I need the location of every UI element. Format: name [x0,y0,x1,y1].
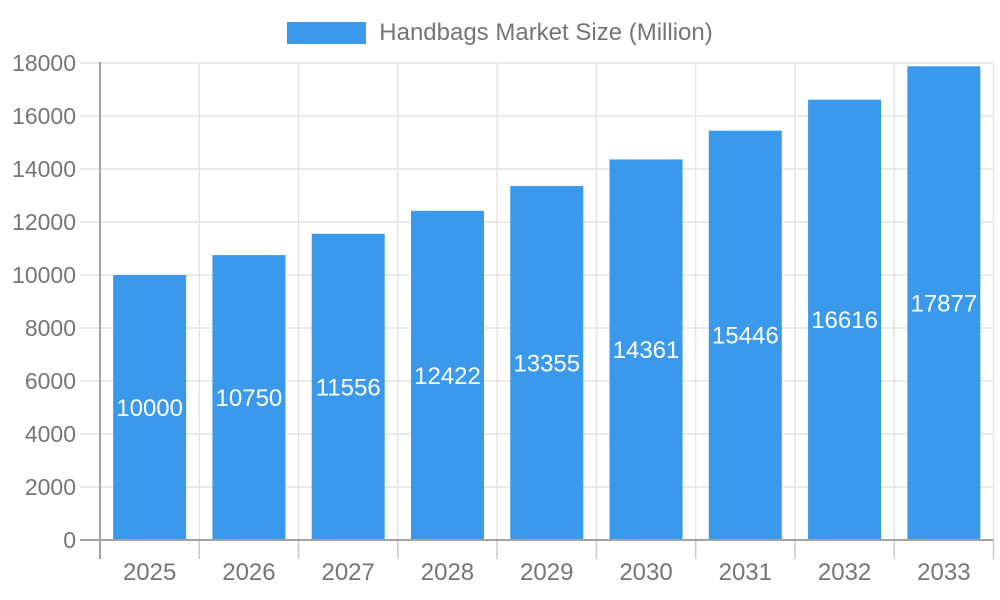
y-tick-label: 12000 [12,209,76,235]
bar[interactable] [808,99,882,541]
bar-value-label: 10000 [116,395,183,422]
bar-value-label: 10750 [216,385,283,412]
y-tick-label: 8000 [25,315,76,341]
bar-value-label: 16616 [811,307,878,334]
bar[interactable] [212,255,286,540]
bar[interactable] [609,159,683,540]
y-tick-label: 4000 [25,421,76,447]
bar[interactable] [708,130,782,540]
bar-value-label: 12422 [414,363,481,390]
bar[interactable] [410,210,484,540]
bar-value-label: 14361 [613,337,680,364]
bar-value-label: 17877 [910,291,977,318]
y-tick-label: 18000 [12,50,76,76]
x-tick-label: 2027 [321,559,374,586]
bar[interactable] [311,233,385,541]
y-tick-label: 6000 [25,368,76,394]
y-tick-label: 16000 [12,103,76,129]
x-tick-label: 2030 [619,559,672,586]
bar-value-label: 15446 [712,323,779,350]
y-tick-label: 2000 [25,474,76,500]
x-tick-label: 2028 [421,559,474,586]
x-tick-label: 2031 [719,559,772,586]
legend[interactable]: Handbags Market Size (Million) [0,19,1000,47]
bar[interactable] [907,66,981,541]
bar-value-label: 11556 [316,374,381,401]
legend-swatch [287,22,367,44]
y-tick-label: 10000 [12,262,76,288]
y-tick-label: 14000 [12,156,76,182]
x-tick-label: 2025 [123,559,176,586]
x-tick-label: 2033 [917,559,970,586]
bar-value-label: 13355 [513,350,580,377]
x-tick-label: 2029 [520,559,573,586]
bar[interactable] [113,275,187,540]
bar[interactable] [510,186,584,540]
x-tick-label: 2026 [222,559,275,586]
legend-label: Handbags Market Size (Million) [379,19,713,46]
x-tick-label: 2032 [818,559,871,586]
y-tick-label: 0 [63,527,76,553]
